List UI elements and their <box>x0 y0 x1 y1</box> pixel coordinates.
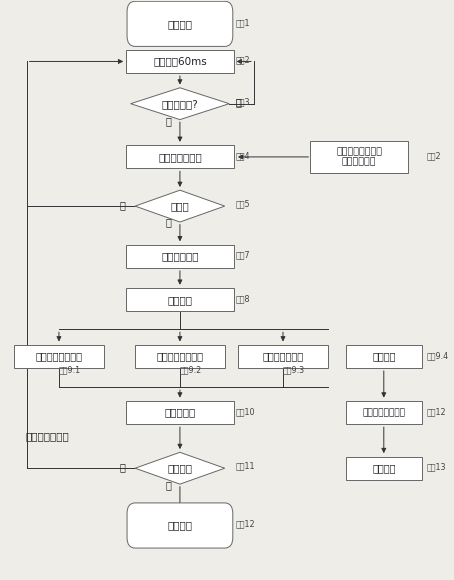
Polygon shape <box>135 452 225 484</box>
Text: 步骤9.2: 步骤9.2 <box>180 365 202 374</box>
Text: 步骤12: 步骤12 <box>426 407 446 416</box>
Text: 历史数据分析查询: 历史数据分析查询 <box>362 408 405 417</box>
Text: 是: 是 <box>166 217 172 227</box>
Bar <box>238 345 328 368</box>
Bar <box>126 288 234 311</box>
Text: 否: 否 <box>119 200 125 210</box>
Text: 数据存储: 数据存储 <box>372 351 395 361</box>
Text: 步骤4: 步骤4 <box>236 151 251 160</box>
Text: 步骤5: 步骤5 <box>236 200 251 208</box>
Bar <box>126 401 234 424</box>
Text: 电流波形数据分析: 电流波形数据分析 <box>157 351 203 361</box>
Text: 读取数据缓冲区: 读取数据缓冲区 <box>158 152 202 162</box>
Text: 步骤2: 步骤2 <box>236 56 251 65</box>
FancyBboxPatch shape <box>127 1 233 46</box>
Text: 召测下一组数据: 召测下一组数据 <box>25 431 69 441</box>
Text: 步骤12: 步骤12 <box>236 520 256 529</box>
Bar <box>126 245 234 268</box>
Text: 是: 是 <box>166 480 172 490</box>
Text: 数据处理: 数据处理 <box>168 295 192 305</box>
Polygon shape <box>131 88 229 119</box>
Text: 图形化显示: 图形化显示 <box>164 408 196 418</box>
Text: 装置启动: 装置启动 <box>168 19 192 29</box>
Text: 步骤9.1: 步骤9.1 <box>59 365 81 374</box>
Bar <box>126 146 234 169</box>
Bar <box>126 50 234 73</box>
Text: 有数据: 有数据 <box>171 201 189 211</box>
Bar <box>14 345 104 368</box>
Text: 写入数据队列: 写入数据队列 <box>161 252 199 262</box>
Text: 数据采集模块将数
据写入缓冲区: 数据采集模块将数 据写入缓冲区 <box>336 147 382 166</box>
Text: 步骤10: 步骤10 <box>236 407 256 416</box>
Text: 步骤8: 步骤8 <box>236 294 251 303</box>
Text: 电储能数据分析: 电储能数据分析 <box>262 351 304 361</box>
Text: 程序退出: 程序退出 <box>168 520 192 531</box>
Text: 是: 是 <box>166 116 172 126</box>
Bar <box>345 345 422 368</box>
Text: 步骤9.4: 步骤9.4 <box>426 351 449 360</box>
Text: 步骤2: 步骤2 <box>426 151 441 160</box>
Text: 否: 否 <box>119 463 125 473</box>
Bar <box>345 401 422 424</box>
Bar <box>135 345 225 368</box>
FancyBboxPatch shape <box>127 503 233 548</box>
Bar <box>345 456 422 480</box>
Text: 用户退出: 用户退出 <box>168 463 192 473</box>
Text: 循环等待60ms: 循环等待60ms <box>153 56 207 67</box>
Text: 步骤7: 步骤7 <box>236 251 251 260</box>
Text: 等待时间到?: 等待时间到? <box>162 99 198 108</box>
Text: 步骤3: 步骤3 <box>236 97 251 106</box>
Text: 电压波形数据分析: 电压波形数据分析 <box>35 351 83 361</box>
Polygon shape <box>135 190 225 222</box>
Text: 步骤13: 步骤13 <box>426 463 446 472</box>
Text: 步骤1: 步骤1 <box>236 18 251 27</box>
Text: 图形显示: 图形显示 <box>372 463 395 473</box>
Text: 否: 否 <box>235 97 241 107</box>
Bar <box>310 141 409 173</box>
Text: 步骤9.3: 步骤9.3 <box>283 365 305 374</box>
Text: 步骤11: 步骤11 <box>236 462 256 470</box>
